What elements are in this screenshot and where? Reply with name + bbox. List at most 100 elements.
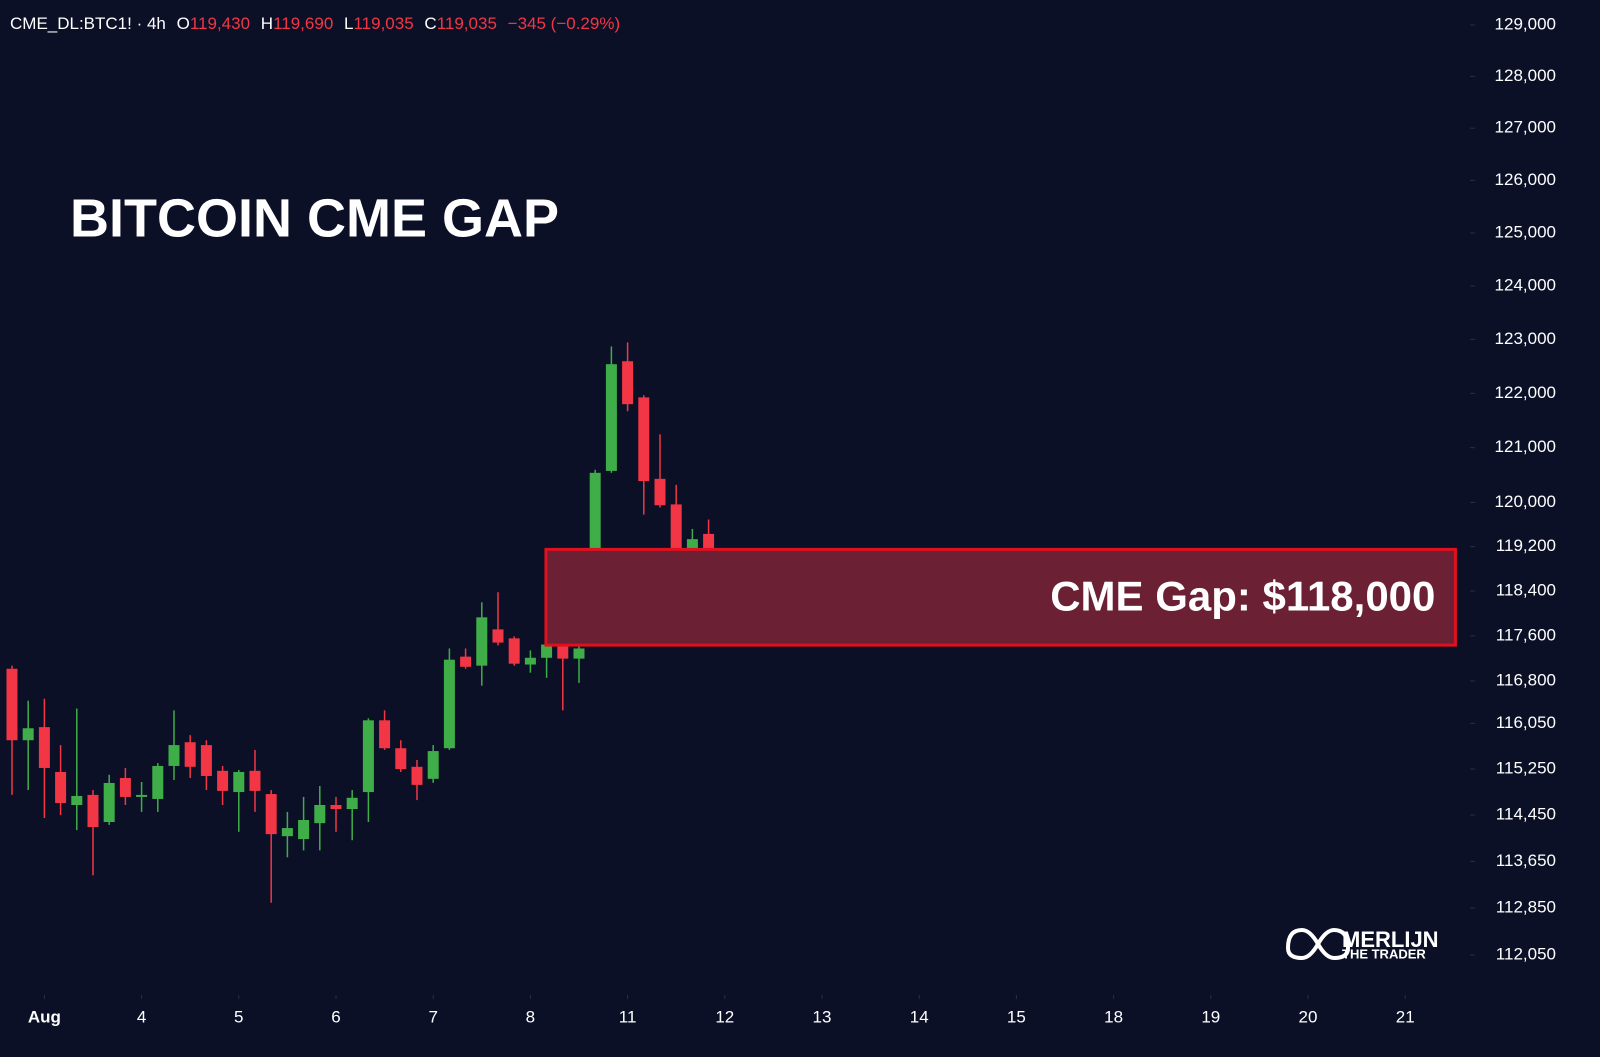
candle-body: [281, 828, 293, 837]
x-tick-label: 14: [910, 1007, 929, 1026]
y-tick-label: 113,650: [1496, 851, 1556, 870]
candle-body: [200, 745, 212, 776]
candle-body: [638, 397, 650, 482]
candle-body: [362, 720, 374, 793]
candle-body: [233, 771, 245, 793]
candle-body: [55, 771, 67, 803]
candle-body: [686, 539, 698, 550]
candle-body: [411, 766, 423, 785]
x-tick-label: 19: [1201, 1007, 1220, 1026]
l-value: 119,035: [353, 14, 413, 33]
x-tick-label: 21: [1396, 1007, 1415, 1026]
candle-body: [492, 629, 504, 643]
h-label: H: [261, 14, 273, 33]
y-tick-label: 119,200: [1496, 536, 1556, 555]
y-tick-label: 125,000: [1495, 222, 1556, 241]
candle-body: [605, 364, 617, 471]
y-tick-label: 129,000: [1495, 15, 1556, 34]
change: −345 (−0.29%): [508, 14, 620, 33]
candle-body: [395, 748, 407, 770]
candle-body: [249, 770, 261, 791]
symbol: CME_DL:BTC1! · 4h: [10, 14, 166, 33]
watermark-tagline: THE TRADER: [1342, 946, 1426, 961]
candle-body: [379, 720, 391, 749]
candle-body: [22, 728, 34, 741]
candle-body: [703, 533, 715, 556]
x-tick-label: 7: [428, 1007, 437, 1026]
candle-body: [443, 659, 455, 749]
c-value: 119,035: [437, 14, 497, 33]
candle-body: [298, 819, 310, 840]
candle-body: [346, 797, 358, 810]
candle-body: [622, 361, 634, 405]
candle-body: [119, 777, 131, 797]
header: CME_DL:BTC1! · 4h O119,430 H119,690 L119…: [10, 14, 620, 33]
candle-body: [427, 751, 439, 779]
candle-body: [265, 794, 277, 835]
y-tick-label: 122,000: [1495, 383, 1556, 402]
y-tick-label: 116,800: [1496, 670, 1556, 689]
o-value: 119,430: [190, 14, 250, 33]
candle-body: [670, 504, 682, 550]
candle-body: [38, 727, 50, 768]
y-tick-label: 114,450: [1496, 805, 1556, 824]
candle-body: [314, 804, 326, 824]
candle-body: [654, 478, 666, 506]
y-tick-label: 121,000: [1495, 437, 1556, 456]
x-tick-label: Aug: [28, 1007, 61, 1026]
h-value: 119,690: [273, 14, 333, 33]
y-tick-label: 118,400: [1496, 581, 1556, 600]
candle-body: [330, 804, 342, 810]
candle-body: [217, 770, 229, 791]
y-tick-label: 124,000: [1495, 275, 1556, 294]
candle-body: [476, 617, 488, 666]
c-label: C: [424, 14, 436, 33]
y-tick-label: 128,000: [1495, 66, 1556, 85]
chart-title: BITCOIN CME GAP: [70, 188, 559, 248]
watermark: MERLIJN THE TRADER: [1285, 927, 1439, 961]
candle-body: [6, 668, 18, 741]
y-tick-label: 127,000: [1495, 118, 1556, 137]
candle-body: [460, 656, 472, 667]
y-tick-label: 123,000: [1495, 329, 1556, 348]
y-tick-label: 112,850: [1496, 898, 1556, 917]
x-tick-label: 4: [137, 1007, 146, 1026]
logo: [1285, 927, 1351, 961]
x-tick-label: 13: [813, 1007, 832, 1026]
candle-body: [103, 782, 115, 823]
candle-body: [184, 742, 196, 767]
x-tick-label: 6: [331, 1007, 340, 1026]
candle-body: [87, 794, 99, 828]
candle-body: [136, 794, 148, 797]
gap-zone: [544, 547, 1457, 647]
y-tick-label: 126,000: [1495, 170, 1556, 189]
candle-body: [524, 657, 536, 665]
l-label: L: [344, 14, 353, 33]
x-tick-label: 18: [1104, 1007, 1123, 1026]
x-tick-label: 15: [1007, 1007, 1026, 1026]
watermark-name: MERLIJN: [1342, 927, 1439, 952]
candle-body: [71, 795, 83, 805]
y-tick-label: 112,050: [1496, 944, 1556, 963]
candle-body: [557, 642, 569, 659]
x-tick-label: 11: [619, 1007, 637, 1026]
y-tick-label: 120,000: [1495, 492, 1556, 511]
gap-label: CME Gap: $118,000: [1050, 572, 1435, 619]
candle-body: [168, 745, 180, 766]
plot-area: [6, 342, 715, 903]
x-tick-label: 8: [526, 1007, 535, 1026]
x-tick-label: 20: [1299, 1007, 1318, 1026]
y-tick-label: 116,050: [1496, 713, 1556, 732]
candle-body: [589, 472, 601, 553]
x-tick-label: 12: [715, 1007, 734, 1026]
candle-body: [508, 638, 520, 664]
o-label: O: [177, 14, 190, 33]
y-tick-label: 117,600: [1496, 625, 1556, 644]
candle-body: [152, 765, 164, 799]
candle-body: [541, 644, 553, 658]
candle-body: [573, 648, 585, 659]
y-tick-label: 115,250: [1496, 759, 1556, 778]
x-tick-label: 5: [234, 1007, 243, 1026]
